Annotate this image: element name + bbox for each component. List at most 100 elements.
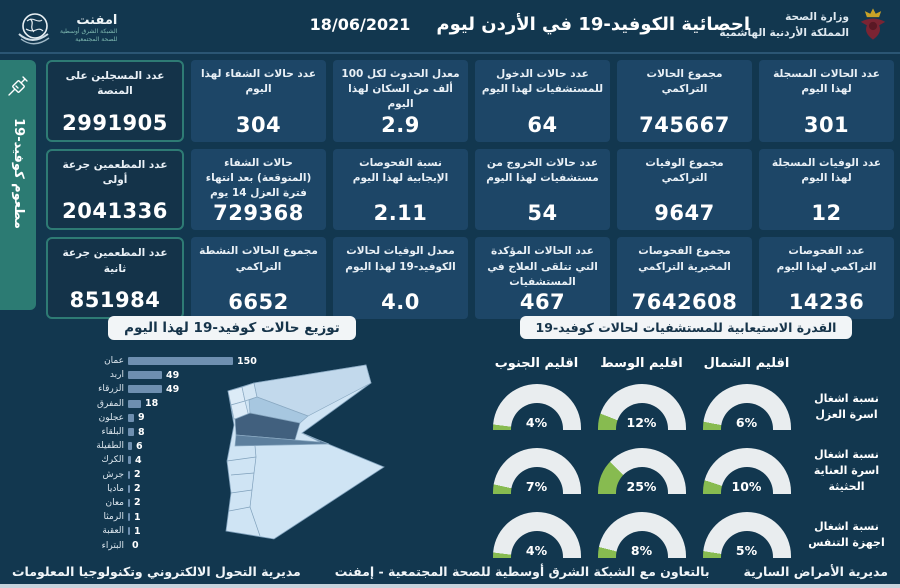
stat-label: عدد المطعمين جرعة أولى [62, 158, 168, 186]
footer-center: بالتعاون مع الشبكة الشرق أوسطية للصحة ال… [334, 564, 710, 579]
bar-label: الكرك [101, 455, 124, 466]
gauge: 6% [702, 384, 791, 430]
bar-label: البلقاء [101, 427, 124, 438]
stat-label: عدد حالات الخروج من مستشفيات لهذا اليوم [486, 156, 599, 184]
bar-fill [128, 428, 134, 437]
stat-label: مجموع الحالات التراكمي [646, 68, 723, 96]
bar-value: 2 [134, 497, 141, 509]
capacity-title: القدرة الاستيعابية للمستشفيات لحالات كوف… [519, 316, 853, 339]
gauge-percent: 8% [630, 543, 653, 558]
bar-fill [128, 456, 131, 465]
bar-fill [128, 527, 130, 536]
gauge-column-header: اقليم الجنوب [494, 355, 579, 371]
gauge-percent: 12% [626, 415, 657, 430]
bar-label: عجلون [98, 412, 124, 423]
stat-card: عدد حالات الدخول للمستشفيات لهذا اليوم 64 [475, 60, 610, 142]
bar-value: 49 [166, 383, 180, 395]
stat-card: مجموع الحالات التراكمي 745667 [617, 60, 752, 142]
gauge-percent: 5% [735, 543, 758, 558]
gauge: 25% [597, 448, 686, 494]
bar-value: 6 [136, 440, 143, 452]
footer-left: مديرية التحول الالكتروني وتكنولوجيا المع… [12, 564, 301, 579]
gauge-percent: 4% [525, 415, 548, 430]
stat-label: عدد الحالات المؤكدة التي تتلقى العلاج في… [487, 245, 598, 288]
jordan-map [198, 352, 388, 554]
stat-value: 54 [527, 201, 558, 226]
stat-label: مجموع الوفيات التراكمي [645, 156, 724, 184]
ministry-line2: المملكة الأردنية الهاشمية [719, 27, 849, 39]
gauge-percent: 7% [525, 479, 548, 494]
stat-value: 64 [527, 112, 558, 137]
stat-label: عدد المطعمين جرعة ثانية [62, 247, 168, 275]
stat-card: مجموع الفحوصات المخبرية التراكمي 7642608 [617, 237, 752, 319]
bar-fill [128, 399, 141, 408]
distribution-title: توزيع حالات كوفيد-19 لهذا اليوم [108, 316, 356, 340]
map-region-amman-east [234, 432, 330, 447]
bar-value: 2 [134, 469, 141, 481]
stat-card: عدد حالات الشفاء لهذا اليوم 304 [191, 60, 326, 142]
ministry-line1: وزارة الصحة [785, 11, 849, 24]
stat-label: مجموع الفحوصات المخبرية التراكمي [638, 245, 731, 273]
bar-value: 1 [134, 525, 141, 537]
gauge-row-label: نسبة اشغال اسرة العناية الحثيثة [813, 448, 880, 493]
stat-label: مجموع الحالات النشطة التراكمي [199, 245, 318, 273]
bar-fill [128, 385, 162, 394]
bar-label: البتراء [101, 540, 124, 551]
stat-card: مجموع الحالات النشطة التراكمي 6652 [191, 237, 326, 319]
stat-value: 2.11 [373, 201, 428, 226]
bar-label: معان [105, 497, 124, 508]
stat-card: حالات الشفاء (المتوقعة) بعد انتهاء فترة … [191, 148, 326, 231]
capacity-section: القدرة الاستيعابية للمستشفيات لحالات كوف… [478, 316, 894, 567]
gauge: 10% [702, 448, 791, 494]
vaccine-stat-card: عدد المسجلين على المنصة 2991905 [46, 60, 184, 142]
bar-value: 1 [134, 511, 141, 523]
bar-fill [128, 470, 130, 479]
stat-label: معدل الحدوث لكل 100 ألف من السكان لهذا ا… [341, 68, 460, 111]
globe-icon [18, 13, 50, 45]
gauge-column-header: اقليم الشمال [703, 355, 790, 371]
stat-card: عدد الوفيات المسجلة لهذا اليوم 12 [759, 148, 894, 231]
footer-right: مديرية الأمراض السارية [743, 564, 888, 579]
map-region-zarqa [248, 396, 309, 424]
stat-label: معدل الوفيات لحالات الكوفيد-19 لهذا اليو… [345, 245, 456, 273]
stat-card: مجموع الوفيات التراكمي 9647 [617, 148, 752, 231]
emphnet-tagline2: للصحة المجتمعية [75, 35, 118, 43]
stat-card: معدل الوفيات لحالات الكوفيد-19 لهذا اليو… [333, 237, 468, 319]
bar-value: 2 [134, 483, 141, 495]
jordan-map-svg [225, 364, 385, 540]
vaccinated-sidebar: مطعوم كوفيد-19 [0, 60, 36, 310]
bar-label: ماديا [107, 483, 124, 494]
stat-label: عدد حالات الشفاء لهذا اليوم [200, 68, 317, 96]
stat-label: نسبة الفحوصات الإيجابية لهذا اليوم [352, 156, 449, 184]
stat-value: 467 [519, 289, 566, 314]
stat-card: عدد الحالات المسجلة لهذا اليوم 301 [759, 60, 894, 142]
stat-value: 2991905 [62, 110, 168, 135]
gauge-row-label: نسبة اشغال اسرة العزل [814, 392, 879, 421]
gauge-grid: اقليم الشمال اقليم الوسط اقليم الجنوب نسبة … [478, 351, 894, 567]
stat-value: 301 [803, 112, 850, 137]
bar-label: المفرق [97, 398, 124, 409]
map-inner-borders [226, 445, 261, 537]
stat-value: 304 [235, 112, 282, 137]
bar-value: 9 [138, 412, 145, 424]
vaccine-stat-card: عدد المطعمين جرعة ثانية 851984 [46, 237, 184, 319]
gauge-percent: 4% [525, 543, 548, 558]
stat-label: عدد المسجلين على المنصة [65, 70, 165, 98]
bar-fill [128, 513, 130, 522]
stat-value: 851984 [69, 287, 161, 312]
page-title: احصائية الكوفيد-19 في الأردن ليوم [436, 14, 750, 35]
gauge: 5% [702, 512, 791, 558]
footer: مديرية الأمراض السارية بالتعاون مع الشبك… [12, 564, 888, 579]
syringe-icon [8, 76, 28, 96]
bar-label: العقبة [102, 526, 124, 537]
bar-label: الزرقاء [98, 384, 124, 395]
stat-value: 6652 [228, 289, 289, 314]
stat-label: عدد الوفيات المسجلة لهذا اليوم [771, 156, 882, 184]
bar-value: 8 [138, 426, 145, 438]
gauge: 4% [492, 512, 581, 558]
gauge-percent: 10% [731, 479, 762, 494]
stat-value: 7642608 [631, 289, 738, 314]
bar-label: جرش [102, 469, 124, 480]
ministry-logo: وزارة الصحة المملكة الأردنية الهاشمية [719, 7, 890, 45]
bar-label: عمان [104, 356, 124, 367]
